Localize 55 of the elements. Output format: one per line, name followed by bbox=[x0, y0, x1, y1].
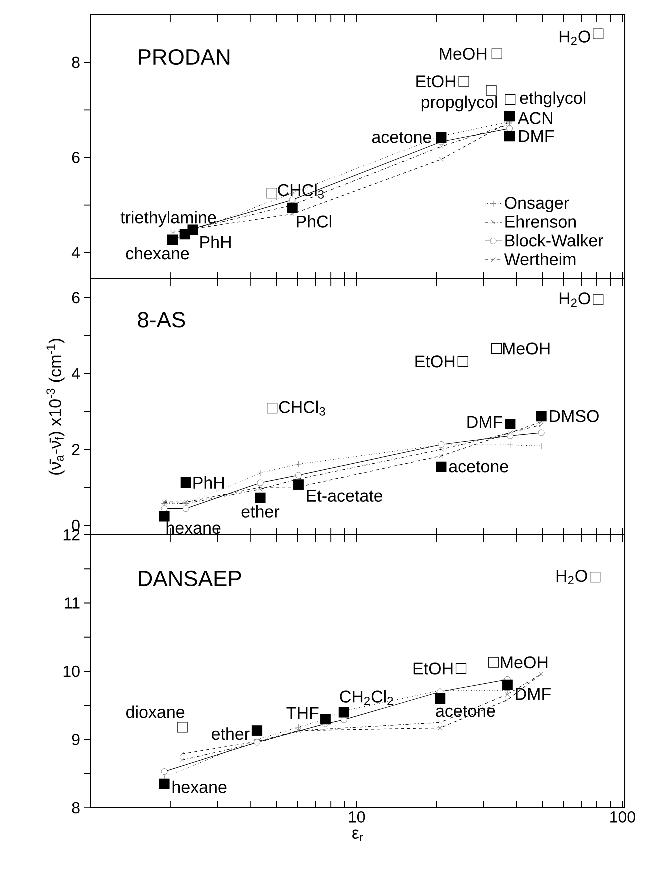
annotation: DMSO bbox=[550, 410, 599, 422]
y-tick-label: 2 bbox=[72, 444, 80, 456]
text: 8-AS bbox=[138, 312, 186, 328]
annotation: ACN bbox=[518, 112, 552, 124]
annotation: EtOH bbox=[416, 76, 456, 88]
annotation: CHCl$_{3}$ bbox=[279, 400, 326, 416]
annotation: PhH bbox=[200, 236, 231, 248]
annotation: ethglycol bbox=[520, 92, 586, 108]
annotation: propglycol bbox=[422, 96, 498, 112]
y-tick-label: 12 bbox=[64, 529, 80, 541]
x-tick-label: 100 bbox=[610, 812, 636, 823]
annotation: MeOH bbox=[501, 656, 548, 669]
annotation: EtOH bbox=[414, 662, 453, 675]
annotation: DMF bbox=[516, 688, 551, 700]
annotation: hexane bbox=[166, 522, 221, 534]
annotation: THF bbox=[286, 707, 319, 720]
annotation: H$_{2}$O bbox=[556, 570, 588, 585]
text: (ν̄$_{a}$-ν̄$_{f}$) x10$^{-3}$ (cm$^{-1}$) bbox=[46, 339, 65, 475]
y-tick-label: 6 bbox=[72, 292, 80, 304]
y-tick-label: 10 bbox=[64, 666, 80, 678]
annotation: DMF bbox=[519, 130, 554, 142]
annotation: triethylamine bbox=[120, 211, 216, 228]
annotation: MeOH bbox=[503, 342, 550, 355]
annotation: chexane bbox=[126, 247, 190, 260]
annotation: PhCl bbox=[297, 215, 332, 228]
y-tick-label: 8 bbox=[72, 802, 80, 814]
annotation: acetone bbox=[449, 462, 508, 473]
annotation: acetone bbox=[436, 706, 496, 718]
y-tick-label: 8 bbox=[72, 56, 80, 68]
legend-label: Wertheim bbox=[504, 253, 576, 266]
y-tick-label: 6 bbox=[72, 152, 80, 164]
legend-label: Ehrenson bbox=[506, 216, 576, 228]
y-tick-label: 11 bbox=[65, 598, 80, 609]
annotation: Et-acetate bbox=[307, 490, 383, 502]
annotation: H$_{2}$O bbox=[560, 30, 590, 46]
annotation: H$_{2}$O bbox=[560, 292, 590, 308]
annotation: PhH bbox=[194, 476, 224, 489]
y-tick-label: 4 bbox=[72, 368, 80, 380]
text: PRODAN bbox=[139, 49, 230, 66]
annotation: CH$_{2}$Cl$_{2}$ bbox=[340, 690, 394, 706]
annotation: acetone bbox=[372, 132, 432, 144]
annotation: hexane bbox=[172, 780, 227, 794]
y-tick-label: 9 bbox=[72, 734, 80, 746]
annotation: dioxane bbox=[126, 706, 185, 718]
x-axis-title: ε$_{r}$ bbox=[352, 830, 364, 842]
annotation: ether bbox=[212, 728, 250, 740]
annotation: DMF bbox=[468, 416, 503, 428]
annotation: EtOH bbox=[416, 356, 455, 368]
legend-label: Block-Walker bbox=[506, 234, 604, 247]
annotation: CHCl$_{3}$ bbox=[278, 184, 324, 199]
text: DANSAEP bbox=[139, 570, 242, 586]
y-tick-label: 4 bbox=[72, 247, 80, 258]
annotation: MeOH bbox=[440, 48, 487, 60]
annotation: ether bbox=[242, 505, 280, 518]
legend-label: Onsager bbox=[505, 197, 570, 213]
